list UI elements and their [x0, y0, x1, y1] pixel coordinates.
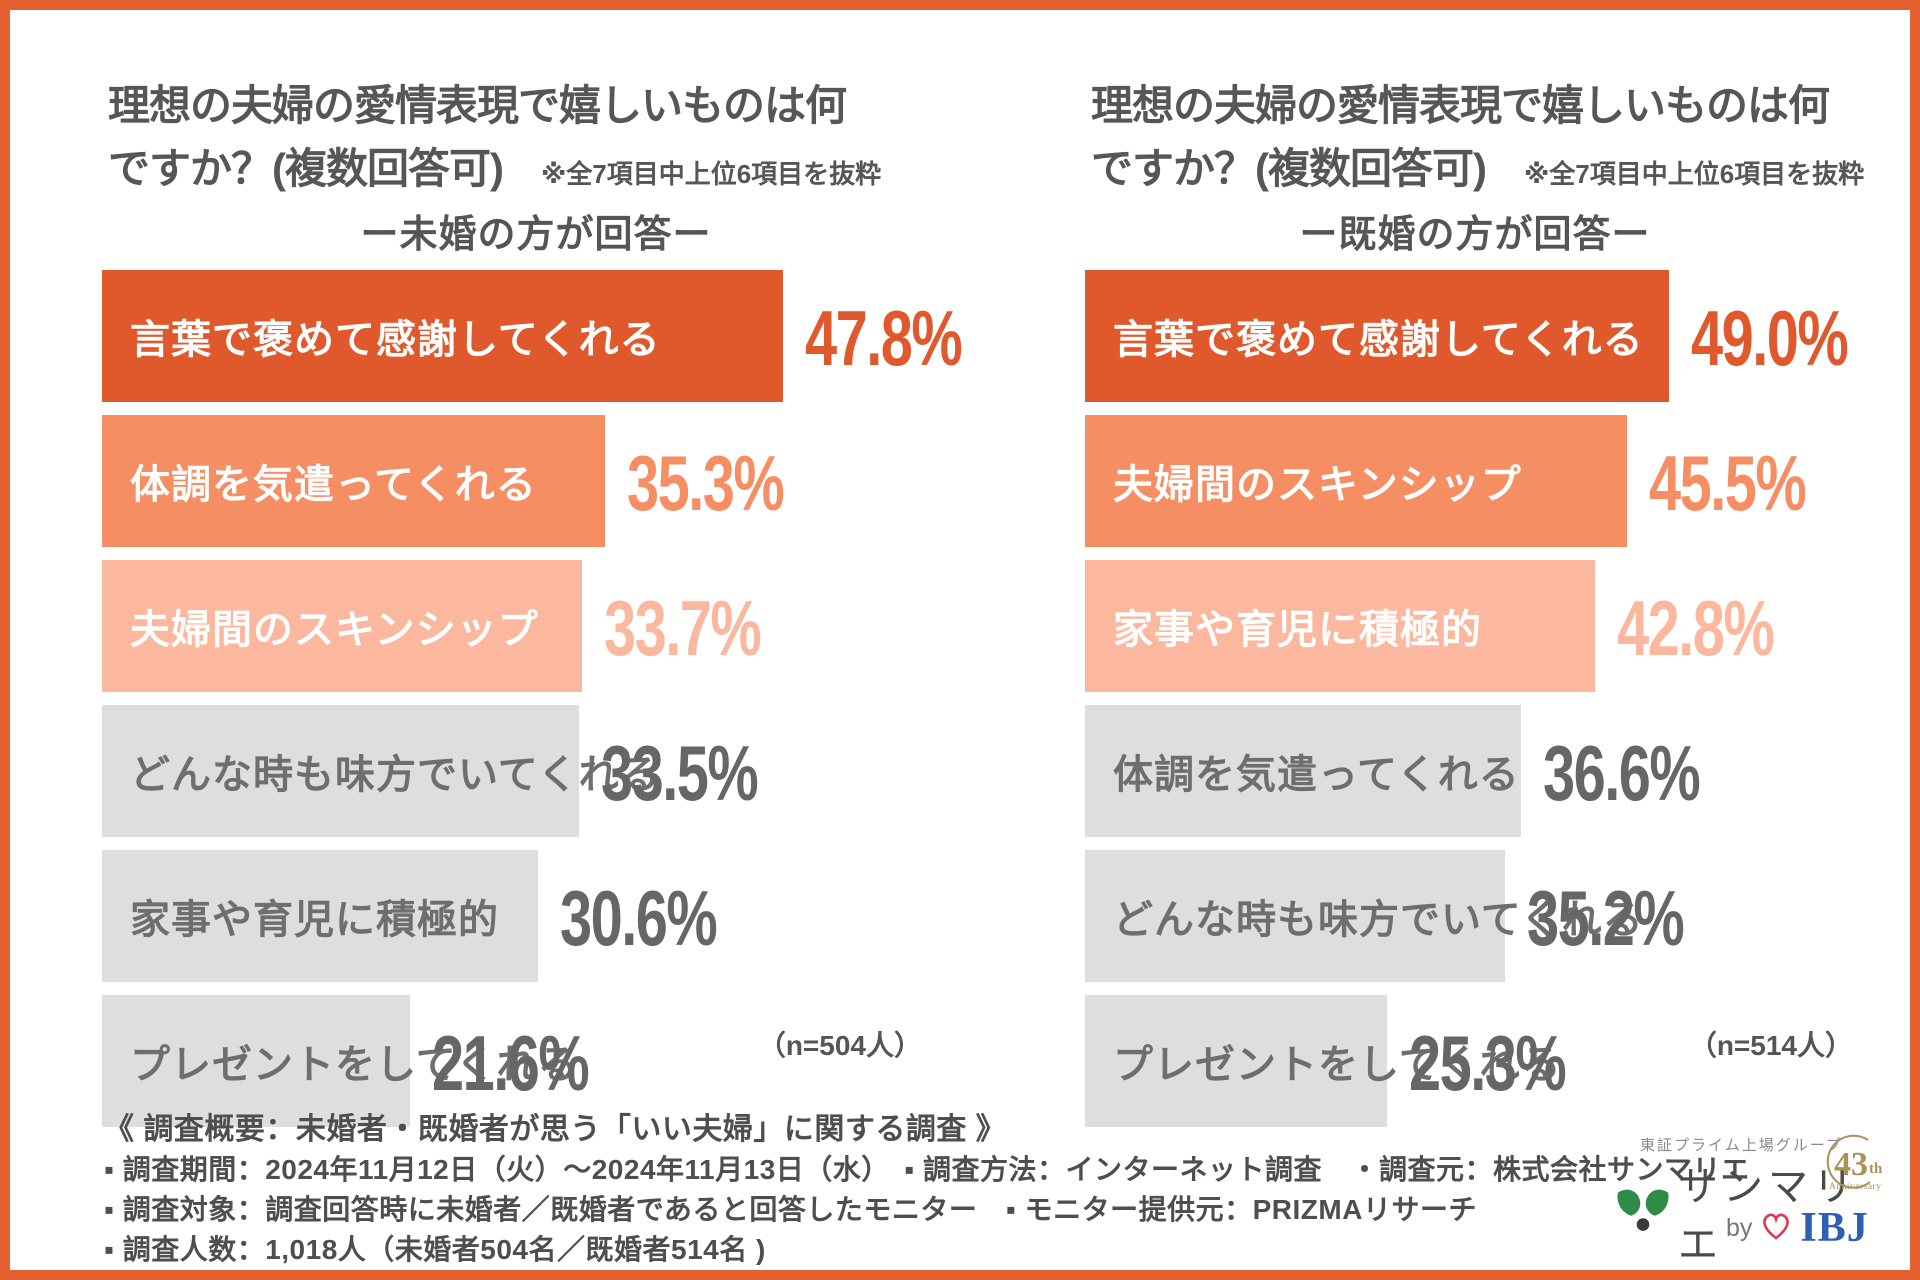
bar-row: 家事や育児に積極的 30.6% — [102, 850, 970, 982]
survey-outline-footer: 《 調査概要：未婚者・既婚者が思う「いい夫婦」に関する調査 》 ▪ 調査期間：2… — [104, 1110, 1749, 1270]
bar-row: 言葉で褒めて感謝してくれる 47.8% — [102, 270, 970, 402]
chart-unmarried: 理想の夫婦の愛情表現で嬉しいものは何 ですか？(複数回答可) ※全7項目中上位6… — [102, 74, 970, 1140]
bar-category-label: 夫婦間のスキンシップ — [1113, 463, 1522, 507]
brand-logo-block: 東証プライム上場グループ サンマリエ 43 th Anniversary by — [1608, 1128, 1894, 1267]
anniversary-badge: 43 th Anniversary — [1822, 1134, 1892, 1201]
survey-outline-title: 《 調査概要：未婚者・既婚者が思う「いい夫婦」に関する調査 》 — [104, 1113, 1007, 1146]
bar-row: 夫婦間のスキンシップ 33.7% — [102, 560, 970, 692]
svg-text:th: th — [1869, 1161, 1883, 1177]
sample-size-label: （n=514人） — [1688, 1030, 1853, 1061]
sunmarie-leaf-icon — [1614, 1187, 1672, 1238]
chart-title-line1: 理想の夫婦の愛情表現で嬉しいものは何 — [1091, 82, 1830, 129]
bar-value-label: 42.8% — [1617, 584, 1775, 673]
bar-category-label: 家事や育児に積極的 — [130, 898, 499, 942]
bar: 夫婦間のスキンシップ — [1085, 415, 1627, 547]
chart-title-line1: 理想の夫婦の愛情表現で嬉しいものは何 — [108, 82, 847, 129]
bar-row: どんな時も味方でいてくれる 33.5% — [102, 705, 970, 837]
bar-value-label: 36.6% — [1543, 729, 1701, 818]
chart-title-row2: ですか？(複数回答可) ※全7項目中上位6項目を抜粋 — [108, 137, 970, 206]
svg-text:Anniversary: Anniversary — [1829, 1182, 1881, 1192]
chart-married: 理想の夫婦の愛情表現で嬉しいものは何 ですか？(複数回答可) ※全7項目中上位6… — [1085, 74, 1865, 1140]
bar-row: どんな時も味方でいてくれる 35.2% — [1085, 850, 1865, 982]
bar-value-label: 45.5% — [1649, 439, 1807, 528]
chart-title-note: ※全7項目中上位6項目を抜粋 — [1523, 159, 1865, 189]
bar-category-label: 言葉で褒めて感謝してくれる — [1113, 318, 1644, 362]
bar-row: 体調を気遣ってくれる 36.6% — [1085, 705, 1865, 837]
chart-subtitle-unmarried: ー未婚の方が回答ー — [360, 214, 712, 256]
bar: 言葉で褒めて感謝してくれる — [102, 270, 783, 402]
bar: プレゼントをしてくれる — [102, 995, 578, 1127]
bar-row: 体調を気遣ってくれる 35.3% — [102, 415, 970, 547]
brand-name: サンマリエ — [1678, 1165, 1858, 1267]
survey-target-line: ▪ 調査対象：調査回答時に未婚者／既婚者であると回答したモニター ▪ モニター提… — [104, 1194, 1477, 1225]
bar-row: プレゼントをしてくれる 21.6% — [102, 995, 970, 1127]
survey-period-method-line: ▪ 調査期間：2024年11月12日（火）～2024年11月13日（水） ▪ 調… — [104, 1154, 1750, 1185]
bar-category-label: プレゼントをしてくれる — [130, 1043, 579, 1087]
bar: プレゼントをしてくれる — [1085, 995, 1561, 1127]
survey-population-line: ▪ 調査人数：1,018人（未婚者504名／既婚者514名 ) — [104, 1234, 766, 1265]
brand-tagline: 東証プライム上場グループ — [1640, 1137, 1843, 1154]
bar-row: 夫婦間のスキンシップ 45.5% — [1085, 415, 1865, 547]
bar-group-unmarried: 言葉で褒めて感謝してくれる 47.8% 体調を気遣ってくれる 35.3% 夫婦間のスキン… — [102, 270, 970, 1127]
svg-text:43: 43 — [1834, 1146, 1868, 1183]
bar-value-label: 35.2% — [1527, 874, 1685, 963]
bar: 家事や育児に積極的 — [1085, 560, 1595, 692]
bar-value-label: 35.3% — [627, 439, 785, 528]
bar: 夫婦間のスキンシップ — [102, 560, 582, 692]
by-label: by — [1726, 1213, 1753, 1242]
bar: 体調を気遣ってくれる — [102, 415, 605, 547]
bar-category-label: どんな時も味方でいてくれる — [1113, 898, 1644, 942]
chart-title-line2: ですか？(複数回答可) — [108, 145, 504, 192]
bar-row: プレゼントをしてくれる 25.3% — [1085, 995, 1865, 1127]
bar-category-label: どんな時も味方でいてくれる — [130, 753, 661, 797]
chart-title-note: ※全7項目中上位6項目を抜粋 — [540, 159, 882, 189]
bar: どんな時も味方でいてくれる — [102, 705, 660, 837]
bar: 言葉で褒めて感謝してくれる — [1085, 270, 1669, 402]
bar-category-label: 体調を気遣ってくれる — [130, 463, 537, 507]
bar-value-label: 47.8% — [805, 294, 963, 383]
bar-row: 言葉で褒めて感謝してくれる 49.0% — [1085, 270, 1865, 402]
bar-category-label: プレゼントをしてくれる — [1113, 1043, 1562, 1087]
bar: 体調を気遣ってくれる — [1085, 705, 1521, 837]
chart-title-row2: ですか？(複数回答可) ※全7項目中上位6項目を抜粋 — [1091, 137, 1865, 206]
by-ibj-row: by IBJ — [1726, 1204, 1869, 1252]
ibj-wordmark: IBJ — [1800, 1205, 1869, 1251]
bar-category-label: 体調を気遣ってくれる — [1113, 753, 1520, 797]
chart-subtitle-married: ー既婚の方が回答ー — [1299, 214, 1651, 256]
bar-category-label: 家事や育児に積極的 — [1113, 608, 1482, 652]
bar-value-label: 49.0% — [1691, 294, 1849, 383]
bar-row: 家事や育児に積極的 42.8% — [1085, 560, 1865, 692]
bar-value-label: 33.5% — [601, 729, 759, 818]
bar-group-married: 言葉で褒めて感謝してくれる 49.0% 夫婦間のスキンシップ 45.5% 家事や育児に積… — [1085, 270, 1865, 1127]
bar-value-label: 21.6% — [432, 1019, 590, 1108]
heart-icon — [1760, 1211, 1792, 1246]
bar-category-label: 言葉で褒めて感謝してくれる — [130, 318, 661, 362]
bar-value-label: 33.7% — [604, 584, 762, 673]
brand-logo-row: サンマリエ — [1614, 1154, 1894, 1270]
bar-value-label: 25.3% — [1409, 1019, 1567, 1108]
bar: 家事や育児に積極的 — [102, 850, 538, 982]
bar: どんな時も味方でいてくれる — [1085, 850, 1643, 982]
chart-title-line2: ですか？(複数回答可) — [1091, 145, 1487, 192]
bar-value-label: 30.6% — [560, 874, 718, 963]
sample-size-label: （n=504人） — [757, 1030, 922, 1061]
bar-category-label: 夫婦間のスキンシップ — [130, 608, 539, 652]
